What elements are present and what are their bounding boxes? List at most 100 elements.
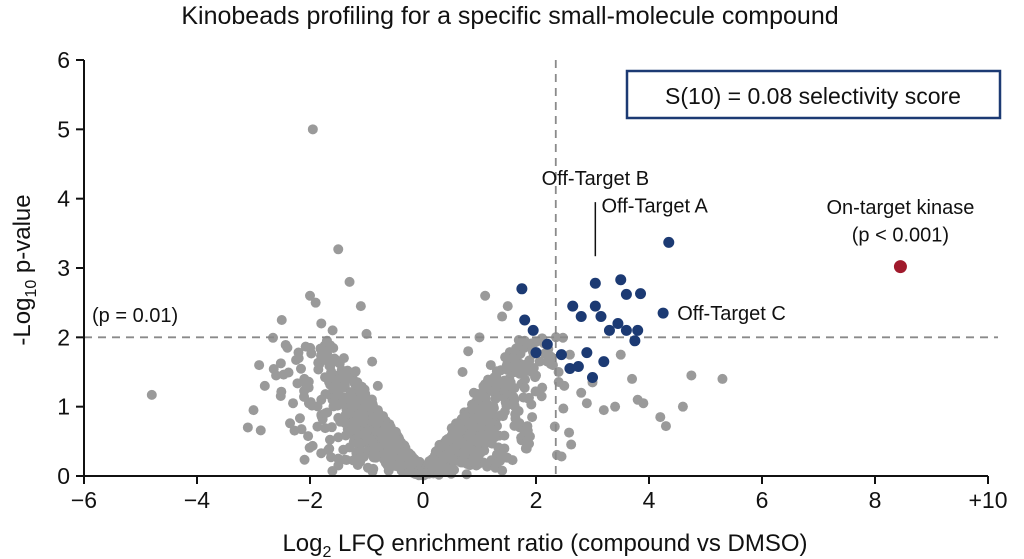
hit-point [615,274,627,286]
x-tick-label: 8 [869,487,882,513]
background-point [461,469,472,480]
hit-point [620,324,632,336]
background-point [305,290,315,301]
background-point [345,387,356,398]
x-tick-label: +10 [968,487,1007,513]
background-point [445,445,456,456]
background-point [509,420,520,431]
background-point [321,335,332,346]
background-point [248,405,259,416]
background-point [276,386,287,397]
background-point [320,408,331,419]
background-point [528,362,539,373]
hit-point [572,360,584,372]
background-point [559,380,570,391]
hit-point [589,277,601,289]
y-tick-label: 2 [57,324,70,350]
threshold-lines [84,60,998,476]
background-point [358,417,369,428]
background-point [479,432,490,443]
background-point [338,444,349,455]
background-point [390,434,401,445]
background-point [467,444,478,455]
background-point [508,353,519,364]
annotation-label: Off-Target C [677,303,786,325]
hit-point [632,324,644,336]
background-point [468,415,479,426]
background-point [485,418,496,429]
background-point [369,441,380,452]
background-point [522,425,533,436]
background-point [361,328,372,339]
background-point [323,445,334,456]
hit-point [589,300,601,312]
background-point [521,437,532,448]
background-point [355,301,366,312]
background-point [146,389,157,400]
hit-point [575,311,587,323]
hit-point [587,372,598,384]
background-point [299,391,310,402]
background-point [677,401,688,412]
background-point [491,380,502,391]
background-point [547,360,558,371]
background-point [470,435,481,446]
hit-point [663,236,675,248]
background-point [283,367,294,378]
hit-point [581,347,593,359]
hit-point [635,288,647,300]
background-point [329,381,340,392]
x-tick-label: 2 [530,487,543,513]
background-point [328,342,339,353]
background-point [304,442,315,453]
background-point [655,412,666,423]
background-point [352,410,363,421]
background-point [312,421,323,432]
background-point [514,363,525,374]
x-tick-label: 4 [643,487,656,513]
background-point [496,451,507,462]
background-point [469,456,480,467]
hit-point [603,324,615,336]
background-point [564,427,575,438]
background-point [338,353,349,364]
annotation-label: (p < 0.001) [852,225,949,247]
background-point [598,405,609,416]
background-point [471,403,482,414]
background-point [480,290,491,301]
background-point [254,360,265,371]
background-point [271,370,282,381]
background-point [348,455,359,466]
background-point [534,356,545,367]
background-point [300,341,311,352]
background-point [293,353,304,364]
y-axis-label: -Log10 p-value [9,194,40,345]
threshold-label: (p = 0.01) [92,305,178,327]
background-point [501,400,512,411]
hit-point [530,347,542,359]
background-point [502,301,513,312]
background-point [242,422,253,433]
x-tick-label: 0 [417,487,430,513]
hit-point [516,283,528,295]
background-point [338,393,349,404]
y-tick-label: 6 [57,47,70,73]
x-tick-label: 6 [756,487,769,513]
background-point [319,346,330,357]
background-point [457,367,468,377]
background-point [353,437,364,448]
background-point [475,447,486,458]
axes [76,59,989,484]
y-axis-label-prefix: -Log [9,298,36,346]
background-point [276,315,287,325]
background-point [459,410,470,421]
background-point [576,387,587,398]
background-point [342,408,353,419]
background-point [333,244,344,255]
hit-points [516,236,907,384]
background-point [332,400,343,411]
hit-point [612,317,624,329]
background-point [499,443,510,454]
x-tick-label: −6 [71,487,97,513]
background-point [295,363,306,374]
